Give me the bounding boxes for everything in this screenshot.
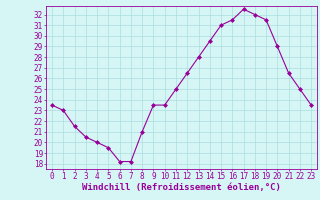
X-axis label: Windchill (Refroidissement éolien,°C): Windchill (Refroidissement éolien,°C) — [82, 183, 281, 192]
